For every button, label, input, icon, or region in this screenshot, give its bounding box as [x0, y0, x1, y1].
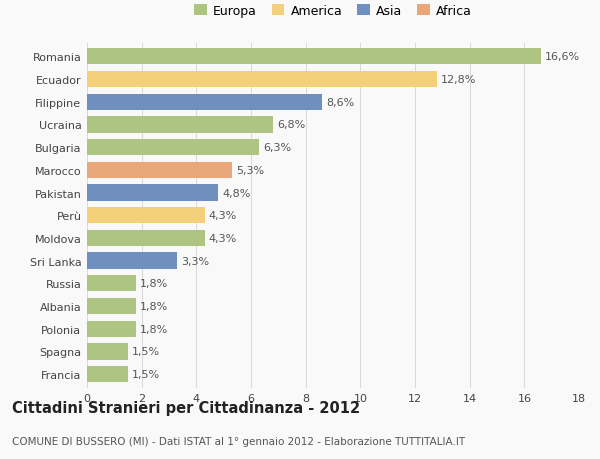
- Text: 8,6%: 8,6%: [326, 97, 355, 107]
- Bar: [87, 253, 177, 269]
- Text: 1,8%: 1,8%: [140, 279, 169, 289]
- Bar: [87, 72, 437, 88]
- Text: Cittadini Stranieri per Cittadinanza - 2012: Cittadini Stranieri per Cittadinanza - 2…: [12, 400, 360, 415]
- Text: 4,3%: 4,3%: [209, 211, 237, 221]
- Text: COMUNE DI BUSSERO (MI) - Dati ISTAT al 1° gennaio 2012 - Elaborazione TUTTITALIA: COMUNE DI BUSSERO (MI) - Dati ISTAT al 1…: [12, 436, 465, 446]
- Text: 4,8%: 4,8%: [223, 188, 251, 198]
- Text: 5,3%: 5,3%: [236, 165, 264, 175]
- Text: 6,3%: 6,3%: [263, 143, 292, 153]
- Text: 16,6%: 16,6%: [545, 52, 580, 62]
- Text: 1,8%: 1,8%: [140, 324, 169, 334]
- Bar: [87, 117, 273, 133]
- Bar: [87, 230, 205, 246]
- Text: 6,8%: 6,8%: [277, 120, 305, 130]
- Bar: [87, 95, 322, 111]
- Bar: [87, 162, 232, 179]
- Text: 12,8%: 12,8%: [441, 75, 476, 85]
- Text: 4,3%: 4,3%: [209, 233, 237, 243]
- Bar: [87, 275, 136, 292]
- Bar: [87, 207, 205, 224]
- Text: 1,8%: 1,8%: [140, 301, 169, 311]
- Bar: [87, 185, 218, 201]
- Bar: [87, 140, 259, 156]
- Bar: [87, 298, 136, 314]
- Bar: [87, 321, 136, 337]
- Bar: [87, 343, 128, 360]
- Text: 1,5%: 1,5%: [132, 347, 160, 357]
- Bar: [87, 366, 128, 382]
- Legend: Europa, America, Asia, Africa: Europa, America, Asia, Africa: [194, 5, 472, 18]
- Bar: [87, 49, 541, 65]
- Text: 1,5%: 1,5%: [132, 369, 160, 379]
- Text: 3,3%: 3,3%: [181, 256, 209, 266]
